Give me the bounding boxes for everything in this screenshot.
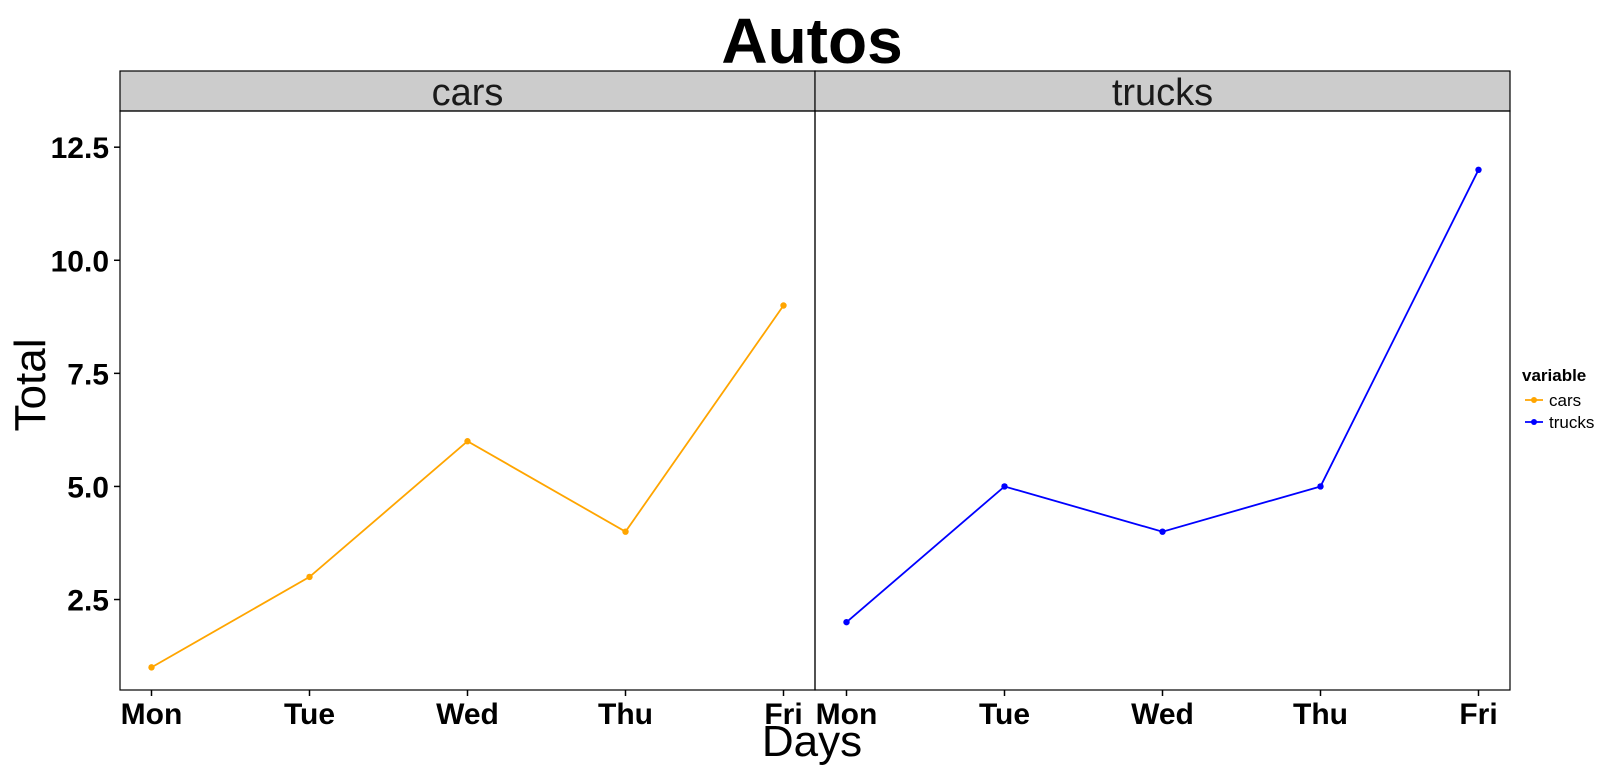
facet-strip-label-trucks: trucks <box>1112 72 1213 114</box>
y-tick-label: 10.0 <box>51 245 109 278</box>
panel-border-cars <box>119 110 816 691</box>
legend: variable cars trucks <box>1522 366 1594 432</box>
x-tick-label: Wed <box>1131 698 1194 731</box>
facet-strip-cars <box>119 70 816 112</box>
data-point-trucks <box>1001 483 1008 490</box>
data-point-cars <box>148 664 155 671</box>
legend-label-cars: cars <box>1549 391 1581 410</box>
data-point-cars <box>780 302 787 309</box>
x-tick-label: Fri <box>1459 698 1497 731</box>
legend-key-point-trucks <box>1531 419 1537 425</box>
chart-title: Autos <box>721 5 902 77</box>
data-point-cars <box>622 528 629 535</box>
y-tick-label: 12.5 <box>51 132 109 165</box>
series-line-trucks <box>845 169 1480 623</box>
y-tick-label: 2.5 <box>67 585 109 618</box>
data-point-trucks <box>1159 528 1166 535</box>
x-tick-label: Tue <box>979 698 1030 731</box>
data-point-cars <box>464 438 471 445</box>
legend-label-trucks: trucks <box>1549 413 1594 432</box>
data-point-trucks <box>1475 166 1482 174</box>
data-point-cars <box>306 573 313 581</box>
y-axis-title: Total <box>6 339 55 432</box>
y-tick-label: 7.5 <box>67 358 109 391</box>
x-tick-label: Mon <box>121 698 183 731</box>
x-tick-label: Thu <box>1293 698 1348 731</box>
facet-strip-label-cars: cars <box>432 72 504 114</box>
y-tick-label: 5.0 <box>67 471 109 504</box>
x-tick-label: Tue <box>284 698 335 731</box>
x-tick-label: Thu <box>598 698 653 731</box>
plot-area: 2.5 5.0 7.5 10.0 12.5 cars Mon Tue Wed Thu Fri truc… <box>51 70 1511 731</box>
x-tick-label: Fri <box>764 698 802 731</box>
data-point-trucks <box>1317 483 1324 490</box>
data-point-trucks <box>843 618 850 626</box>
panel-border-trucks <box>814 110 1511 691</box>
legend-title: variable <box>1522 366 1586 385</box>
x-tick-label: Mon <box>816 698 878 731</box>
x-axis-title: Days <box>762 717 862 765</box>
x-tick-label: Wed <box>436 698 499 731</box>
legend-key-point-cars <box>1531 397 1537 403</box>
series-line-cars <box>151 304 785 669</box>
